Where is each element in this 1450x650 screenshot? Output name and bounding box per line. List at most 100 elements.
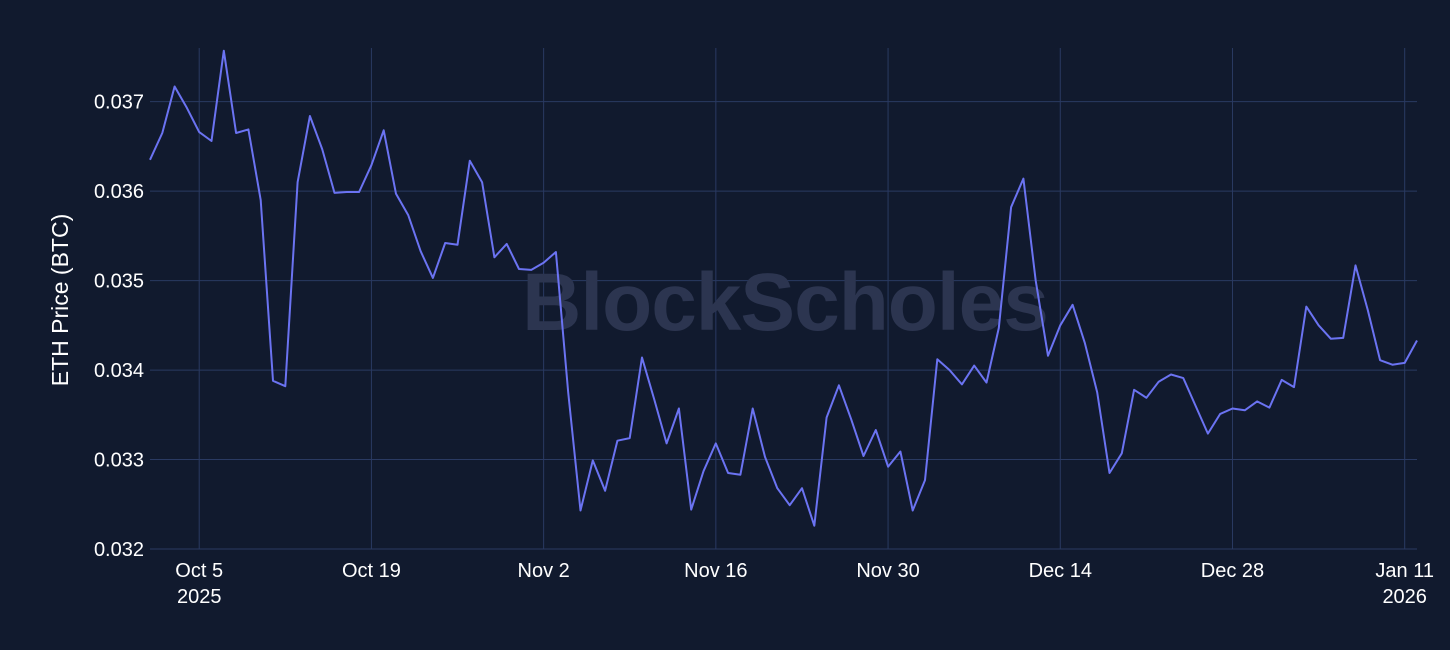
data-point: [1206, 432, 1210, 436]
data-point: [1058, 323, 1062, 327]
data-point: [1366, 308, 1370, 312]
x-tick-label: Jan 11: [1375, 560, 1434, 582]
x-tick-year-label: 2025: [177, 586, 222, 608]
data-point: [419, 249, 423, 253]
y-tick-label: 0.037: [94, 92, 144, 114]
data-point: [369, 163, 373, 167]
data-point: [197, 130, 201, 134]
data-point: [1009, 205, 1013, 209]
data-point: [726, 471, 730, 475]
data-point: [652, 398, 656, 402]
y-tick-label: 0.036: [94, 181, 144, 203]
data-point: [898, 450, 902, 454]
data-point: [1169, 373, 1173, 377]
data-point: [566, 390, 570, 394]
data-point: [886, 465, 890, 469]
data-point: [185, 106, 189, 110]
data-point: [431, 276, 435, 280]
data-point: [271, 379, 275, 383]
data-point: [394, 192, 398, 196]
data-point: [320, 147, 324, 151]
x-tick-label: Oct 5: [175, 560, 223, 582]
data-point: [714, 441, 718, 445]
data-point: [1181, 376, 1185, 380]
data-point: [406, 213, 410, 217]
watermark: BlockScholes: [522, 257, 1048, 348]
data-point: [529, 268, 533, 272]
data-point: [160, 131, 164, 135]
data-point: [148, 158, 152, 162]
data-point: [283, 384, 287, 388]
data-point: [689, 508, 693, 512]
data-point: [788, 503, 792, 507]
data-point: [333, 191, 337, 195]
data-point: [579, 509, 583, 513]
data-point: [210, 139, 214, 143]
x-tick-label: Nov 30: [856, 560, 919, 582]
data-point: [775, 486, 779, 490]
data-point: [1194, 404, 1198, 408]
data-point: [1267, 406, 1271, 410]
data-point: [800, 486, 804, 490]
data-point: [1083, 341, 1087, 345]
data-point: [849, 417, 853, 421]
data-point: [443, 241, 447, 245]
y-gridlines: [150, 101, 1417, 550]
y-tick-label: 0.034: [94, 360, 144, 382]
series-group: [149, 49, 1418, 527]
x-gridlines: [198, 48, 1406, 549]
data-point: [222, 49, 226, 53]
data-point: [738, 473, 742, 477]
data-point: [1046, 354, 1050, 358]
data-point: [628, 436, 632, 440]
data-point: [1304, 305, 1308, 309]
data-point: [812, 524, 816, 528]
data-point: [468, 159, 472, 163]
y-tick-label: 0.032: [94, 539, 144, 561]
data-point: [677, 407, 681, 411]
data-point: [1108, 471, 1112, 475]
data-point: [1292, 385, 1296, 389]
data-point: [702, 469, 706, 473]
data-point: [948, 368, 952, 372]
data-point: [972, 364, 976, 368]
y-tick-label: 0.033: [94, 450, 144, 472]
data-point: [935, 357, 939, 361]
data-point: [1378, 358, 1382, 362]
data-point: [1390, 363, 1394, 367]
data-point: [640, 356, 644, 360]
data-point: [1157, 380, 1161, 384]
data-point: [862, 454, 866, 458]
data-point: [1354, 263, 1358, 267]
data-point: [1218, 412, 1222, 416]
data-point: [960, 382, 964, 386]
data-point: [1329, 337, 1333, 341]
y-axis-tick-labels: 0.032 0.033 0.034 0.035 0.036 0.037: [94, 92, 144, 561]
data-point: [1243, 408, 1247, 412]
data-point: [517, 267, 521, 271]
data-point: [345, 190, 349, 194]
data-point: [1144, 396, 1148, 400]
data-point: [234, 131, 238, 135]
data-point: [1071, 303, 1075, 307]
data-point: [505, 242, 509, 246]
x-tick-label: Dec 28: [1201, 560, 1264, 582]
data-point: [1280, 378, 1284, 382]
data-point: [492, 255, 496, 259]
data-point: [308, 114, 312, 118]
data-point: [1317, 323, 1321, 327]
x-tick-label: Nov 16: [684, 560, 747, 582]
x-tick-label: Oct 19: [342, 560, 401, 582]
data-point: [1132, 388, 1136, 392]
data-point: [1403, 361, 1407, 365]
y-axis-title: ETH Price (BTC): [47, 214, 73, 387]
data-point: [837, 383, 841, 387]
y-tick-label: 0.035: [94, 271, 144, 293]
data-point: [615, 439, 619, 443]
data-point: [1231, 407, 1235, 411]
data-point: [1095, 390, 1099, 394]
data-point: [985, 381, 989, 385]
data-point: [246, 127, 250, 131]
data-point: [1415, 339, 1419, 343]
